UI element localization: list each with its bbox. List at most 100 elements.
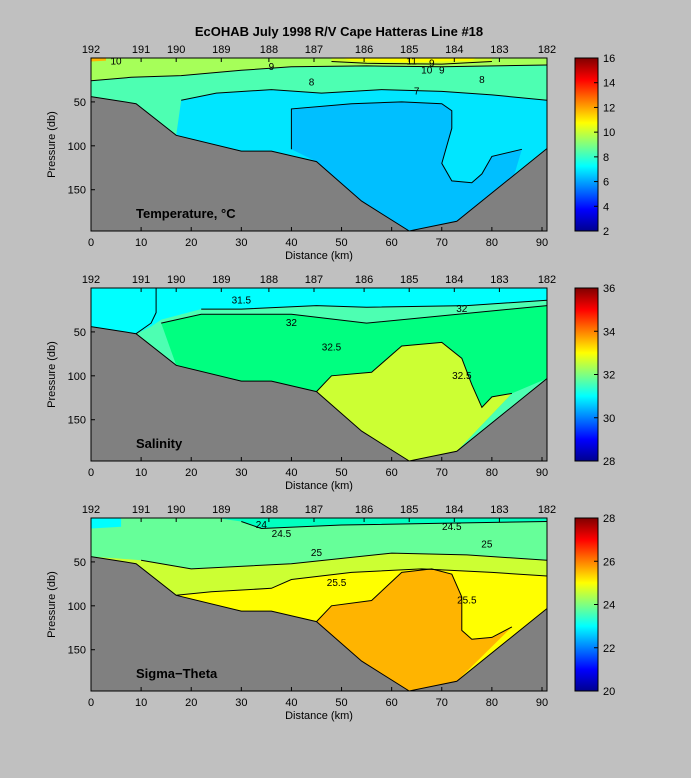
y-tick-label: 100 xyxy=(68,601,86,613)
contour-line-2 xyxy=(141,552,548,570)
contour-line-1 xyxy=(90,64,548,82)
x-tick-label: 80 xyxy=(486,237,498,249)
color-band-5 xyxy=(316,568,512,691)
station-label: 190 xyxy=(167,274,185,286)
contour-label: 25.5 xyxy=(457,596,477,607)
station-label: 185 xyxy=(400,504,418,516)
station-label: 192 xyxy=(82,274,100,286)
contour-label: 32.5 xyxy=(322,343,342,354)
station-label: 187 xyxy=(305,504,323,516)
station-label: 182 xyxy=(538,44,556,56)
plot-frame xyxy=(90,57,548,232)
color-band-1 xyxy=(91,288,547,334)
y-tick-label: 100 xyxy=(68,141,86,153)
contour-label: 8 xyxy=(479,75,485,86)
contour-label: 24.5 xyxy=(442,522,462,533)
x-tick-label: 70 xyxy=(436,467,448,479)
contour-label: 7 xyxy=(414,86,420,97)
x-tick-label: 30 xyxy=(235,697,247,709)
station-label: 184 xyxy=(445,44,463,56)
panel-2: 31.5 32 32 32.5 32.5 0 10 20 30 40 50 60 70 80 90 50 100… xyxy=(46,274,615,492)
station-label: 182 xyxy=(538,274,556,286)
contour-line-4 xyxy=(316,568,513,640)
panel-label: Salinity xyxy=(136,436,183,451)
station-label: 186 xyxy=(355,44,373,56)
station-label: 186 xyxy=(355,504,373,516)
contour-label: 32.5 xyxy=(452,371,472,382)
station-label: 187 xyxy=(305,44,323,56)
contour-line-4 xyxy=(331,61,492,65)
contour-label: 25 xyxy=(481,539,493,550)
station-label: 191 xyxy=(132,504,150,516)
colorbar-tick-label: 36 xyxy=(603,283,615,295)
x-tick-label: 40 xyxy=(285,467,297,479)
contour-line-1 xyxy=(135,288,157,335)
x-tick-label: 50 xyxy=(335,467,347,479)
x-tick-label: 80 xyxy=(486,467,498,479)
y-tick-label: 50 xyxy=(74,327,86,339)
colorbar-tick-label: 30 xyxy=(603,413,615,425)
station-label: 184 xyxy=(445,274,463,286)
x-tick-label: 20 xyxy=(185,237,197,249)
contour-label: 32 xyxy=(456,304,468,315)
x-axis-label: Distance (km) xyxy=(285,480,353,492)
panel-label: Sigma−Theta xyxy=(136,666,218,681)
colorbar xyxy=(574,57,599,232)
x-axis-label: Distance (km) xyxy=(285,710,353,722)
colorbar-tick-label: 24 xyxy=(603,600,615,612)
x-tick-label: 80 xyxy=(486,697,498,709)
x-tick-label: 0 xyxy=(88,697,94,709)
colorbar-tick-label: 2 xyxy=(603,226,609,238)
contour-label: 32 xyxy=(286,318,298,329)
x-tick-label: 60 xyxy=(386,467,398,479)
colorbar-tick-label: 22 xyxy=(603,643,615,655)
x-tick-label: 10 xyxy=(135,237,147,249)
contour-line-1 xyxy=(241,521,548,530)
contour-label: 11 xyxy=(407,57,418,68)
contour-line-3 xyxy=(161,305,548,324)
color-band-1 xyxy=(91,518,122,529)
x-tick-label: 50 xyxy=(335,237,347,249)
contour-line-2 xyxy=(201,299,548,310)
x-tick-label: 20 xyxy=(185,467,197,479)
x-tick-label: 30 xyxy=(235,237,247,249)
contour-label: 10 xyxy=(421,65,433,76)
color-band-2 xyxy=(91,288,157,334)
colorbar-tick-label: 32 xyxy=(603,370,615,382)
color-band-2 xyxy=(216,518,548,529)
x-tick-label: 70 xyxy=(436,697,448,709)
colorbar-tick-label: 14 xyxy=(603,78,615,90)
contour-label: 31.5 xyxy=(232,295,252,306)
y-tick-label: 150 xyxy=(68,415,86,427)
x-axis-label: Distance (km) xyxy=(285,250,353,262)
station-label: 183 xyxy=(490,504,508,516)
station-label: 185 xyxy=(400,274,418,286)
panel-label: Temperature, °C xyxy=(136,206,236,221)
plot-frame xyxy=(90,517,548,692)
contour-label: 9 xyxy=(439,65,445,76)
color-band-4 xyxy=(91,58,106,62)
y-tick-label: 150 xyxy=(68,185,86,197)
colorbar-tick-label: 10 xyxy=(603,127,615,139)
colorbar-tick-label: 26 xyxy=(603,556,615,568)
station-label: 190 xyxy=(167,44,185,56)
contour-label: 10 xyxy=(110,57,122,68)
x-tick-label: 60 xyxy=(386,697,398,709)
colorbar-tick-label: 6 xyxy=(603,177,609,189)
station-label: 188 xyxy=(260,504,278,516)
station-label: 192 xyxy=(82,44,100,56)
x-tick-label: 20 xyxy=(185,697,197,709)
station-label: 191 xyxy=(132,44,150,56)
x-tick-label: 10 xyxy=(135,697,147,709)
x-tick-label: 40 xyxy=(285,237,297,249)
contour-line-3 xyxy=(290,101,523,184)
x-tick-label: 90 xyxy=(536,467,548,479)
station-label: 182 xyxy=(538,504,556,516)
contour-line-3 xyxy=(176,568,548,596)
plot-frame xyxy=(90,287,548,462)
x-tick-label: 0 xyxy=(88,237,94,249)
panel-3: 24 24.5 24.5 25 25 25.5 25.5 0 10 20 30 40 50 60 70 80 9… xyxy=(46,504,615,722)
y-tick-label: 50 xyxy=(74,97,86,109)
x-tick-label: 30 xyxy=(235,467,247,479)
